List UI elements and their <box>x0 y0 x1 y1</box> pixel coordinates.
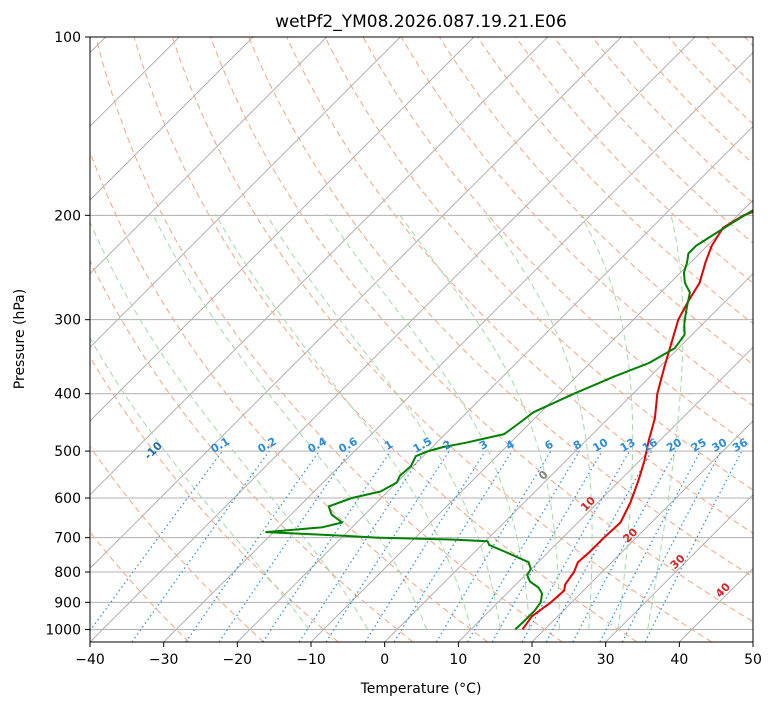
moist-adiabat <box>215 214 471 629</box>
isotherm-gridline <box>0 37 253 642</box>
x-tick-label: 30 <box>597 652 615 668</box>
isotherm-gridline <box>0 37 474 642</box>
x-tick-label: 20 <box>523 652 541 668</box>
y-tick-label: 600 <box>54 491 81 507</box>
dry-adiabat <box>592 37 775 642</box>
dry-adiabat-label: -10 <box>142 439 165 462</box>
mixing-ratio-line <box>573 451 676 642</box>
moist-adiabat <box>327 214 530 629</box>
y-tick-label: 800 <box>54 565 81 581</box>
isotherm-gridline <box>679 37 775 642</box>
moist-adiabat-label: 10 <box>578 494 598 514</box>
x-tick-label: −30 <box>149 652 179 668</box>
mixing-ratio-label: 30 <box>710 436 730 455</box>
x-tick-label: 50 <box>744 652 762 668</box>
mixing-ratio-label: 6 <box>542 438 555 453</box>
mixing-ratio-label: 0.4 <box>305 435 329 456</box>
mixing-ratio-label: 8 <box>571 438 584 453</box>
dry-adiabat <box>745 37 775 642</box>
isotherm-gridline <box>385 37 775 642</box>
dry-adiabat <box>0 37 338 642</box>
mixing-ratio-label: 16 <box>640 436 660 455</box>
dry-adiabat <box>20 37 413 642</box>
isotherm-gridline <box>16 37 621 642</box>
x-tick-label: −20 <box>223 652 253 668</box>
mixing-ratio-line <box>522 451 629 642</box>
mixing-ratio-line <box>219 451 350 642</box>
isotherm-gridline <box>532 37 775 642</box>
moist-adiabat-label: 40 <box>713 580 733 600</box>
x-tick-label: −10 <box>296 652 326 668</box>
isotherm-gridline <box>606 37 775 642</box>
mixing-ratio-line <box>600 451 701 642</box>
dry-adiabat <box>668 37 775 642</box>
dry-adiabat <box>0 37 264 642</box>
mixing-ratio-label: 36 <box>730 436 750 455</box>
isotherm-gridline <box>90 37 695 642</box>
dry-adiabat <box>439 37 775 642</box>
mixing-ratio-line <box>326 451 449 642</box>
mixing-ratio-line <box>468 451 580 642</box>
mixing-ratio-label: 25 <box>689 436 709 455</box>
dry-adiabat <box>707 37 775 642</box>
y-tick-label: 700 <box>54 531 81 547</box>
y-tick-label: 1000 <box>45 622 81 638</box>
mixing-ratio-label: 20 <box>664 436 684 455</box>
x-tick-label: 10 <box>449 652 467 668</box>
x-tick-label: −40 <box>75 652 105 668</box>
mixing-ratio-label: 1 <box>382 438 395 453</box>
mixing-ratio-line <box>645 451 742 642</box>
chart-title: wetPf2_YM08.2026.087.19.21.E06 <box>275 12 567 32</box>
mixing-ratio-line <box>546 451 651 642</box>
moist-adiabat-label: 0 <box>536 468 551 483</box>
mixing-ratio-line <box>263 451 391 642</box>
y-tick-label: 100 <box>54 30 81 46</box>
x-tick-label: 40 <box>670 652 688 668</box>
y-tick-label: 900 <box>54 595 81 611</box>
dry-adiabat <box>516 37 775 642</box>
dewpoint-profile <box>266 37 775 629</box>
dry-adiabat <box>134 37 637 642</box>
y-tick-label: 200 <box>54 208 81 224</box>
dry-adiabat <box>58 37 488 642</box>
y-tick-label: 500 <box>54 444 81 460</box>
dry-adiabat <box>211 37 775 642</box>
x-tick-label: 0 <box>380 652 389 668</box>
isotherm-gridline <box>0 37 400 642</box>
dry-adiabat <box>96 37 562 642</box>
dry-adiabat <box>478 37 775 642</box>
moist-adiabat-label: 20 <box>620 525 640 545</box>
isotherm-gridline <box>753 37 775 642</box>
mixing-ratio-line <box>365 451 485 642</box>
mixing-ratio-label: 0.6 <box>336 435 360 456</box>
dry-adiabat <box>0 37 189 642</box>
mixing-ratio-label: 1.5 <box>411 435 434 456</box>
mixing-ratio-line <box>82 451 223 642</box>
y-axis-label: Pressure (hPa) <box>12 289 28 389</box>
x-axis-label: Temperature (°C) <box>360 681 482 697</box>
y-tick-label: 400 <box>54 387 81 403</box>
mixing-ratio-label: 10 <box>590 436 610 455</box>
plot-frame <box>90 37 753 642</box>
mixing-ratio-line <box>132 451 269 642</box>
dry-adiabat <box>554 37 775 642</box>
isotherm-gridline <box>0 37 327 642</box>
dry-adiabat-label: -30 <box>0 368 4 391</box>
y-tick-label: 300 <box>54 313 81 329</box>
mixing-ratio-label: 0.1 <box>209 435 232 456</box>
moist-adiabat-label: 30 <box>668 552 688 572</box>
mixing-ratio-line <box>299 451 424 642</box>
dry-adiabat-label: -20 <box>56 400 79 423</box>
moist-adiabat <box>399 214 559 629</box>
